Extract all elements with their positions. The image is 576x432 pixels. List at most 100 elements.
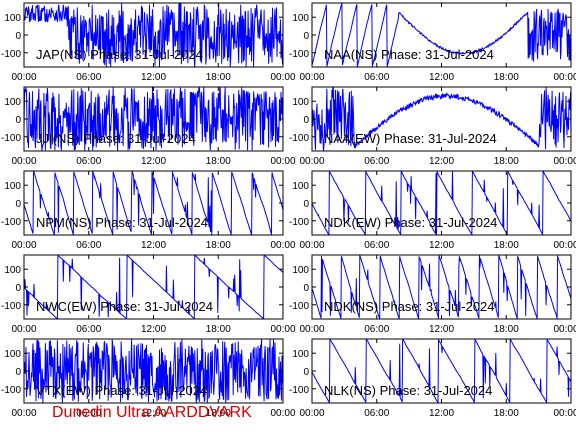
x-tick-label: 12:00 [429,408,454,419]
phase-trace-line [312,255,571,319]
y-tick-label: 0 [15,199,21,210]
y-tick-label: 100 [292,349,309,360]
x-tick-label: 18:00 [206,408,231,419]
x-tick-label: 18:00 [494,408,519,419]
y-tick-label: 0 [303,199,309,210]
x-tick-label: 00:00 [270,156,295,167]
x-tick-label: 00:00 [553,240,576,251]
x-tick-label: 00:00 [11,72,36,83]
x-tick-label: 18:00 [206,324,231,335]
y-tick-label: -100 [289,385,309,396]
panel-title: NLK(NS) Phase: 31-Jul-2024 [324,383,492,398]
phase-trace-line [24,339,283,403]
y-tick-label: -100 [1,133,21,144]
phase-trace-line [312,3,571,67]
panel-title: NDK(EW) Phase: 31-Jul-2024 [324,215,497,230]
x-tick-label: 12:00 [429,156,454,167]
x-tick-label: 18:00 [206,72,231,83]
phase-trace-line [24,87,283,151]
y-tick-label: 100 [292,181,309,192]
x-tick-label: 00:00 [11,408,36,419]
panel-title: NAA(NS) Phase: 31-Jul-2024 [324,47,494,62]
x-tick-label: 12:00 [141,156,166,167]
y-tick-label: -100 [1,49,21,60]
y-tick-label: 100 [292,97,309,108]
y-tick-label: 100 [292,265,309,276]
x-tick-label: 12:00 [141,72,166,83]
panel-title: JJI(NS) Phase: 31-Jul-2024 [36,131,196,146]
panel-title: JAP(NS) Phase: 31-Jul-2024 [36,47,203,62]
x-tick-label: 00:00 [11,156,36,167]
x-tick-label: 00:00 [270,408,295,419]
x-tick-label: 06:00 [364,324,389,335]
phase-trace-line [24,255,283,319]
phase-trace-line [24,171,283,235]
y-tick-label: -100 [1,301,21,312]
x-tick-label: 18:00 [206,156,231,167]
y-tick-label: -100 [289,49,309,60]
x-tick-label: 00:00 [270,72,295,83]
phase-trace-line [312,87,571,151]
y-tick-label: 100 [292,13,309,24]
y-tick-label: -100 [289,133,309,144]
y-tick-label: 100 [4,181,21,192]
x-tick-label: 00:00 [270,240,295,251]
x-tick-label: 12:00 [141,240,166,251]
y-tick-label: -100 [1,217,21,228]
x-tick-label: 00:00 [553,408,576,419]
x-tick-label: 12:00 [429,72,454,83]
phase-trace-line [312,171,571,235]
phase-trace-line [312,339,571,403]
x-tick-label: 00:00 [11,240,36,251]
y-tick-label: 0 [15,115,21,126]
x-tick-label: 00:00 [553,324,576,335]
panel-title: NWC(EW) Phase: 31-Jul-2024 [36,299,213,314]
x-tick-label: 06:00 [364,156,389,167]
x-tick-label: 18:00 [494,72,519,83]
y-tick-label: -100 [289,217,309,228]
phase-trace-line [24,3,283,67]
panel-title: NAA(EW) Phase: 31-Jul-2024 [324,131,497,146]
panel-title: NDK(NS) Phase: 31-Jul-2024 [324,299,495,314]
x-tick-label: 00:00 [299,324,324,335]
x-tick-label: 18:00 [206,240,231,251]
y-tick-label: 0 [303,31,309,42]
station-caption: Dunedin Ultra AARDDVARK [52,404,252,421]
x-tick-label: 06:00 [76,324,101,335]
y-tick-label: -100 [1,385,21,396]
panel-title: VTX(EW) Phase: 31-Jul-2024 [36,383,207,398]
x-tick-label: 00:00 [11,324,36,335]
x-tick-label: 12:00 [429,324,454,335]
x-tick-label: 06:00 [364,72,389,83]
x-tick-label: 06:00 [364,240,389,251]
x-tick-label: 00:00 [299,240,324,251]
y-tick-label: 0 [15,283,21,294]
y-tick-label: 100 [4,97,21,108]
x-tick-label: 06:00 [76,240,101,251]
x-tick-label: 06:00 [76,72,101,83]
x-tick-label: 00:00 [299,72,324,83]
y-tick-label: 0 [15,367,21,378]
y-tick-label: 0 [303,115,309,126]
y-tick-label: 100 [4,13,21,24]
x-tick-label: 12:00 [141,324,166,335]
x-tick-label: 06:00 [76,156,101,167]
x-tick-label: 00:00 [299,156,324,167]
x-tick-label: 06:00 [364,408,389,419]
y-tick-label: 0 [303,367,309,378]
x-tick-label: 18:00 [494,156,519,167]
x-tick-label: 18:00 [494,324,519,335]
x-tick-label: 12:00 [429,240,454,251]
y-tick-label: 100 [4,349,21,360]
